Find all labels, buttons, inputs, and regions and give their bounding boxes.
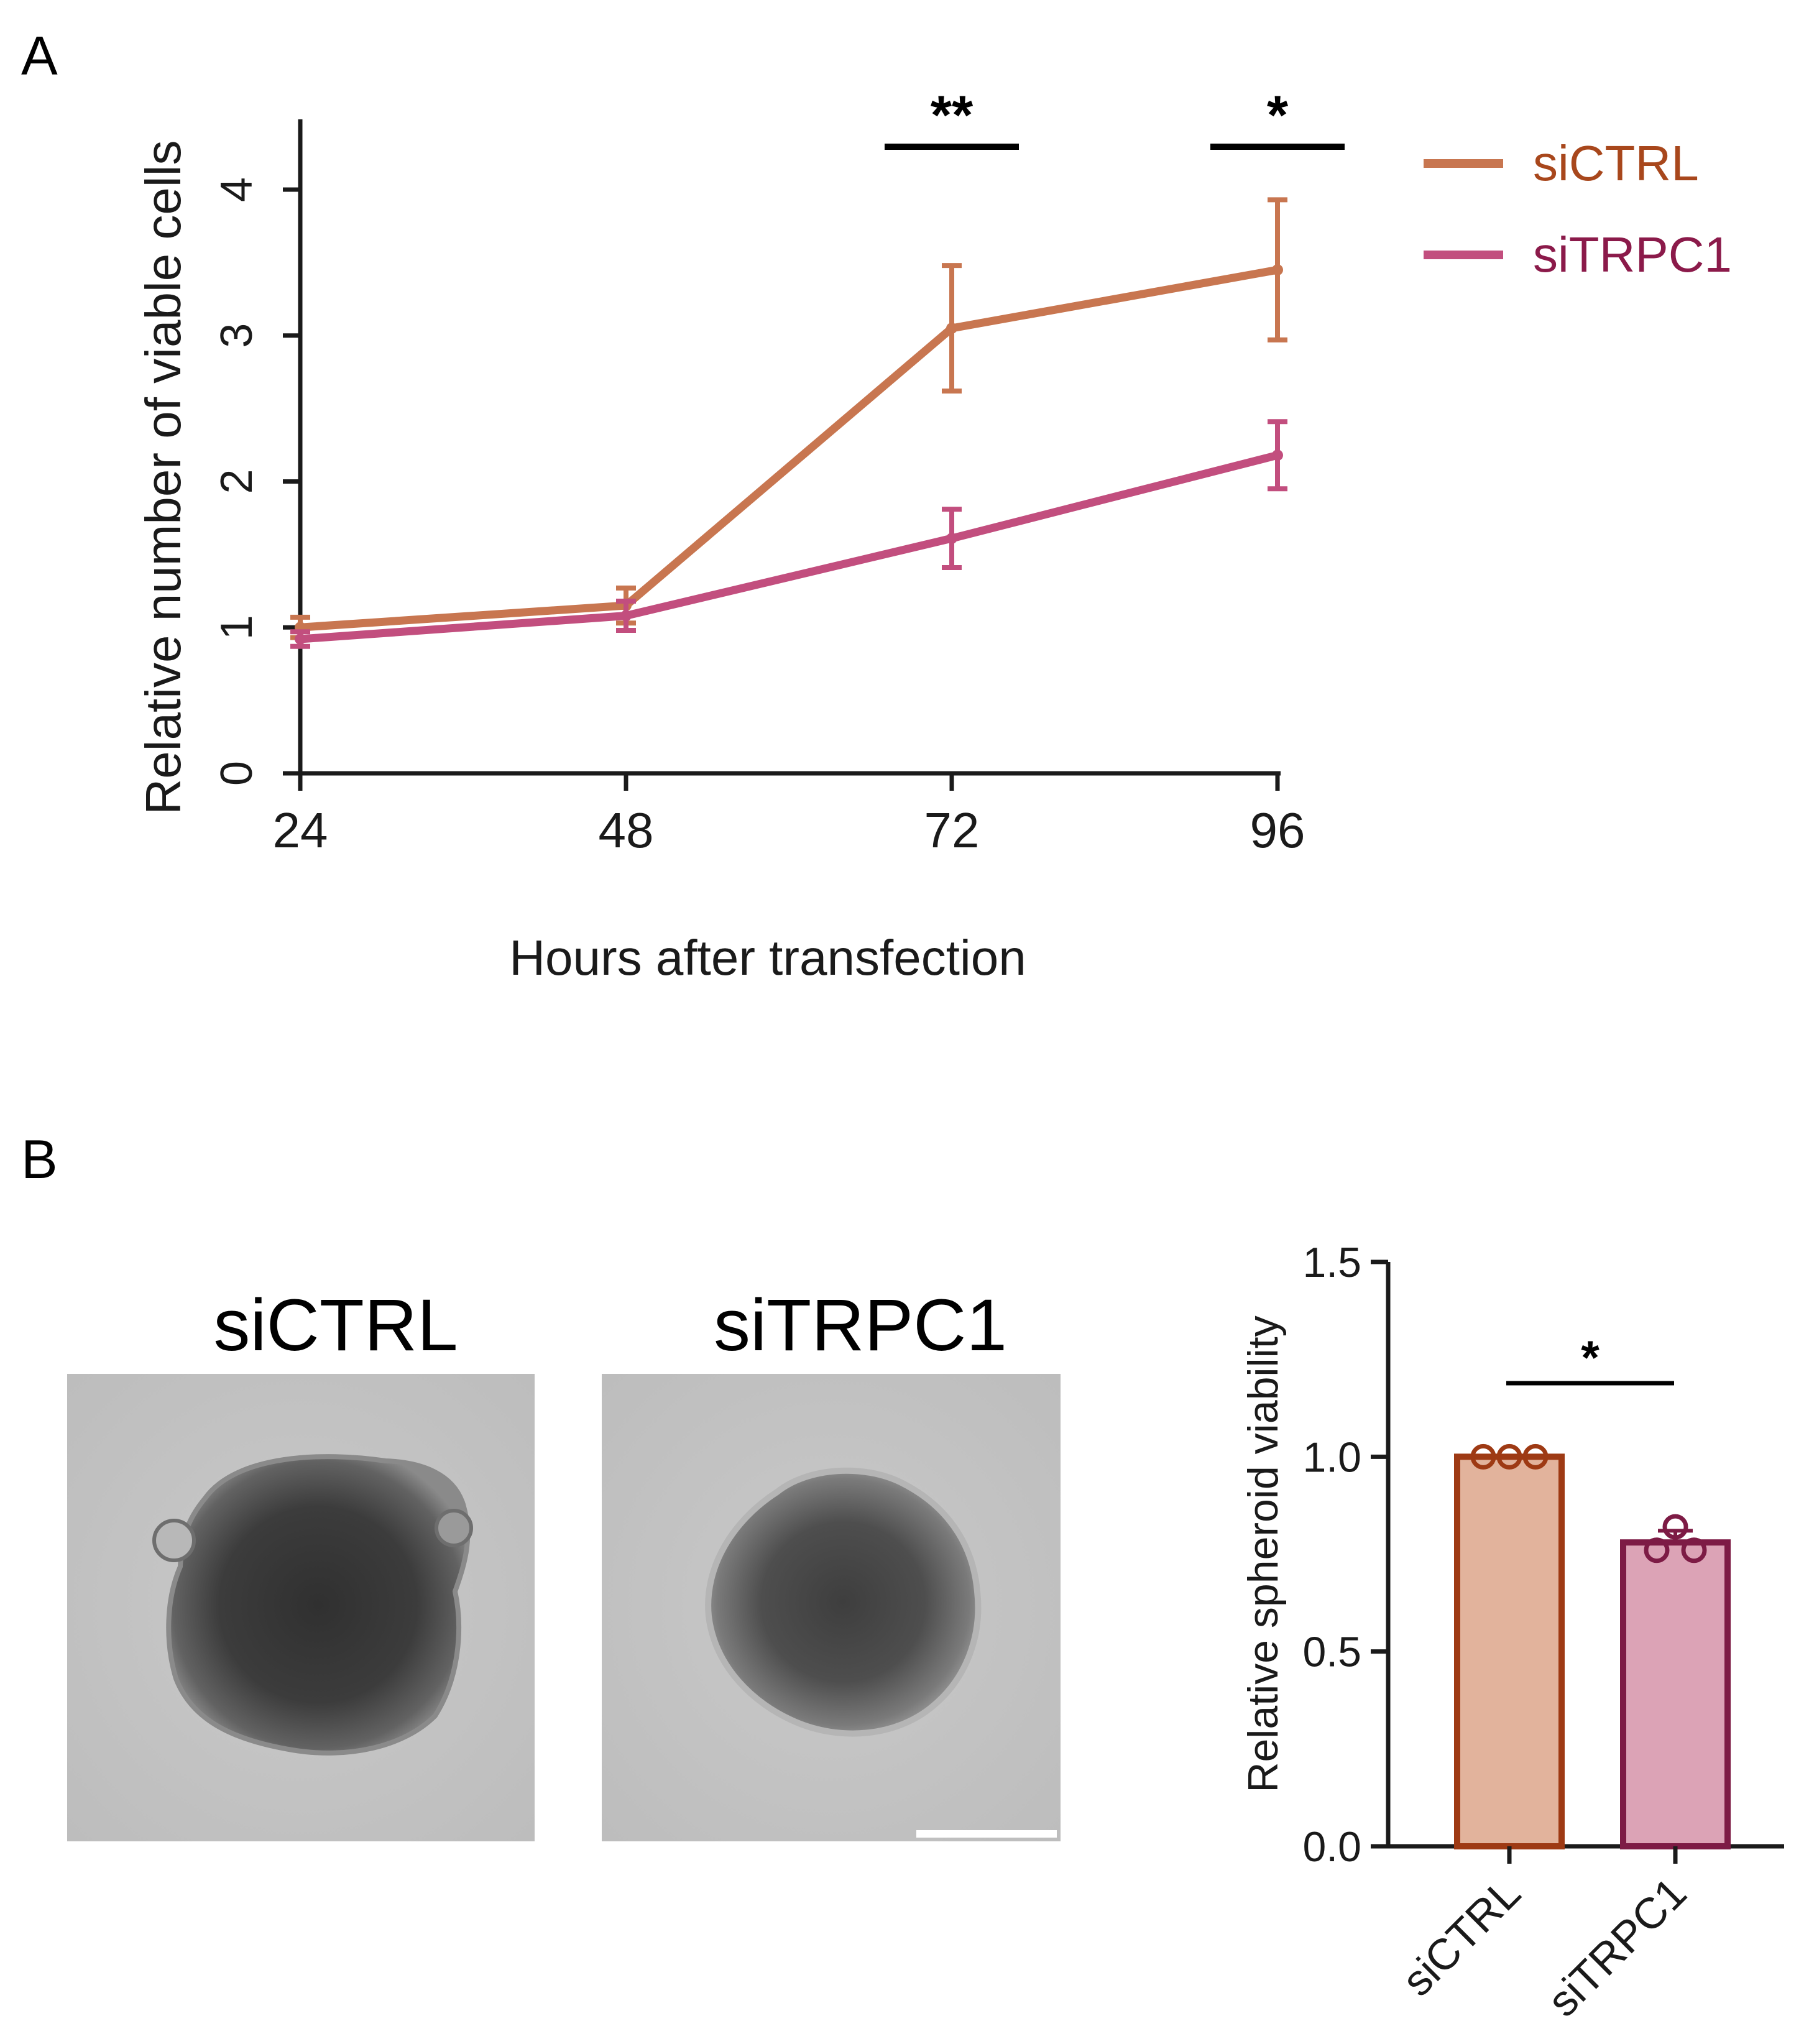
x-tick-label-b: siCTRL bbox=[1392, 1868, 1529, 2005]
replicate-point-siCTRL bbox=[1522, 1443, 1549, 1470]
y-ticks-b: 0.0 0.5 1.0 1.5 bbox=[1302, 1239, 1388, 1871]
cell-blob-siCTRL bbox=[152, 1519, 196, 1562]
y-tick-label-b: 0.0 bbox=[1302, 1823, 1361, 1871]
bars-b bbox=[1454, 1443, 1731, 1849]
x-axis-label-a: Hours after transfection bbox=[509, 930, 1026, 985]
x-tick-label-a: 72 bbox=[924, 803, 980, 858]
x-tick-label-b: siTRPC1 bbox=[1538, 1868, 1695, 2025]
axes-a bbox=[298, 119, 1281, 776]
data-point-siCTRL bbox=[1272, 264, 1283, 276]
x-tick-label-a: 24 bbox=[273, 803, 328, 858]
data-point-siTRPC1 bbox=[1272, 449, 1283, 461]
line-chart-viability: 0 1 2 3 4 24 48 72 96 Relative number of viable… bbox=[136, 84, 1732, 985]
panel-label-a: A bbox=[21, 25, 58, 86]
bar-siCTRL bbox=[1454, 1453, 1565, 1849]
legend-a: siCTRL siTRPC1 bbox=[1424, 136, 1732, 282]
significance-label-a: ** bbox=[931, 84, 974, 145]
y-tick-label-b: 1.5 bbox=[1302, 1239, 1361, 1286]
data-point-siTRPC1 bbox=[295, 633, 306, 645]
micrograph-siCTRL: siCTRL bbox=[67, 1284, 535, 1841]
data-point-siTRPC1 bbox=[946, 533, 957, 545]
replicate-point-siCTRL bbox=[1470, 1443, 1496, 1470]
replicate-point-siTRPC1 bbox=[1681, 1537, 1707, 1563]
y-tick-label-a: 0 bbox=[212, 761, 262, 786]
y-axis-label-b: Relative spheroid viability bbox=[1240, 1315, 1287, 1792]
replicate-point-siCTRL bbox=[1496, 1443, 1522, 1470]
y-axis-label-a: Relative number of viable cells bbox=[136, 140, 191, 815]
y-ticks-a: 0 1 2 3 4 bbox=[212, 177, 300, 786]
y-tick-label-b: 1.0 bbox=[1302, 1434, 1361, 1481]
significance-group-b: * bbox=[1506, 1332, 1674, 1386]
micrograph-siTRPC1-title: siTRPC1 bbox=[714, 1284, 1007, 1366]
y-tick-label-a: 4 bbox=[212, 177, 262, 202]
spheroid-siTRPC1 bbox=[705, 1467, 982, 1737]
y-tick-label-a: 1 bbox=[212, 615, 262, 640]
significance-group-a: ** * bbox=[885, 84, 1345, 150]
bar-siTRPC1 bbox=[1620, 1539, 1731, 1849]
bar-chart-spheroid: 0.0 0.5 1.0 1.5 Relative spheroid viability… bbox=[1240, 1239, 1784, 2026]
series-line-siCTRL bbox=[300, 265, 1279, 632]
cell-blob-siCTRL bbox=[435, 1509, 473, 1547]
significance-label-b: * bbox=[1581, 1332, 1600, 1384]
x-ticks-b: siCTRL siTRPC1 bbox=[1392, 1846, 1696, 2026]
series-line-siTRPC1 bbox=[300, 451, 1279, 643]
x-tick-label-a: 96 bbox=[1250, 803, 1305, 858]
micrograph-siCTRL-title: siCTRL bbox=[213, 1284, 458, 1366]
replicate-point-siTRPC1 bbox=[1644, 1537, 1670, 1563]
data-point-siCTRL bbox=[946, 323, 957, 334]
y-tick-label-a: 2 bbox=[212, 469, 262, 494]
y-tick-label-b: 0.5 bbox=[1302, 1629, 1361, 1676]
data-point-siTRPC1 bbox=[620, 610, 632, 622]
micrograph-siTRPC1: siTRPC1 bbox=[602, 1284, 1061, 1841]
replicate-point-siTRPC1 bbox=[1662, 1514, 1688, 1540]
x-tick-label-a: 48 bbox=[599, 803, 654, 858]
legend-siCTRL-label: siCTRL bbox=[1533, 136, 1699, 191]
spheroid-siCTRL bbox=[166, 1454, 471, 1756]
significance-label-a: * bbox=[1267, 84, 1289, 145]
series-group-a bbox=[290, 197, 1287, 649]
panel-label-b: B bbox=[21, 1128, 58, 1190]
x-ticks-a: 24 48 72 96 bbox=[273, 773, 1305, 858]
y-tick-label-a: 3 bbox=[212, 323, 262, 348]
legend-siTRPC1-label: siTRPC1 bbox=[1533, 227, 1732, 282]
